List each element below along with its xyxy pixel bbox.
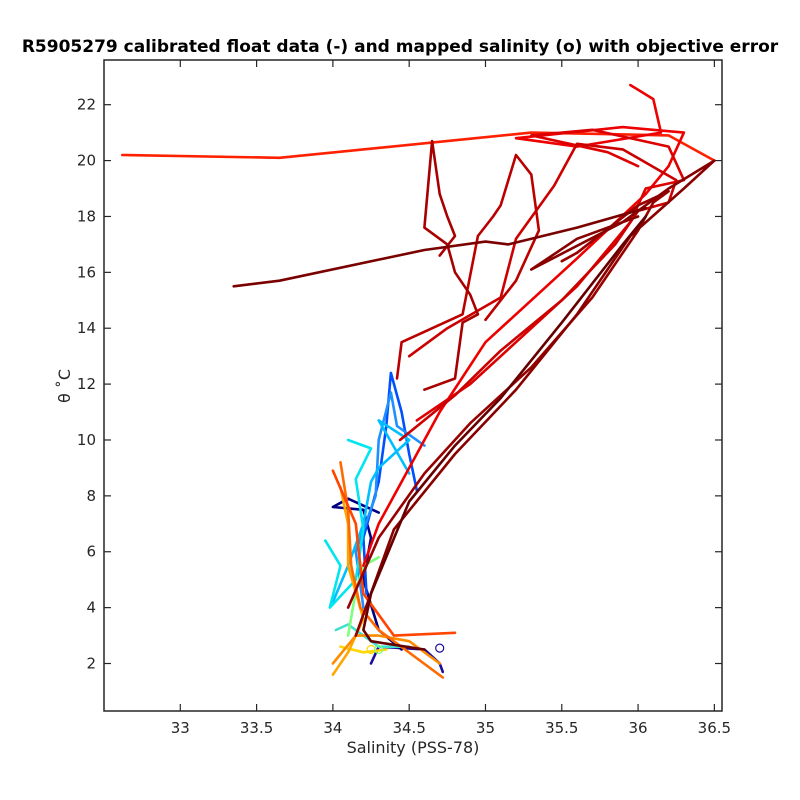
series-layer xyxy=(121,83,716,679)
y-tick-label: 4 xyxy=(86,599,96,617)
series-line-13 xyxy=(121,131,716,162)
y-tick-label: 18 xyxy=(77,207,96,225)
y-tick-label: 22 xyxy=(77,96,96,114)
series-line-21 xyxy=(232,206,648,288)
y-tick-label: 16 xyxy=(77,263,96,281)
x-tick-label: 33 xyxy=(171,719,190,737)
x-axis-label: Salinity (PSS-78) xyxy=(347,738,480,757)
y-axis-label: θ ˚C xyxy=(55,369,74,403)
x-tick-label: 34.5 xyxy=(392,719,425,737)
y-tick-label: 20 xyxy=(77,152,96,170)
series-line-20 xyxy=(354,159,716,637)
series-line-3 xyxy=(354,391,426,609)
series-line-22 xyxy=(362,215,648,651)
series-line-12 xyxy=(331,469,457,637)
series-line-18 xyxy=(423,139,480,392)
chart-title: R5905279 calibrated float data (-) and m… xyxy=(22,37,779,57)
y-tick-label: 14 xyxy=(77,319,96,337)
y-tick-label: 2 xyxy=(86,655,96,673)
ticks-layer: 33 33.5 34 34.5 35 35.5 36 36.5 2 4 6 8 10 12 14 16 18 20… xyxy=(77,60,731,737)
x-tick-label: 33.5 xyxy=(240,719,273,737)
x-tick-label: 35 xyxy=(476,719,495,737)
mapped-markers-layer xyxy=(366,643,445,655)
y-tick-label: 6 xyxy=(86,543,96,561)
plot-frame xyxy=(103,59,723,712)
x-tick-label: 34 xyxy=(323,719,342,737)
y-tick-label: 8 xyxy=(86,487,96,505)
x-tick-label: 36.5 xyxy=(698,719,731,737)
x-tick-label: 35.5 xyxy=(545,719,578,737)
series-line-14 xyxy=(362,83,686,568)
series-line-15 xyxy=(415,128,686,422)
mapped-salinity-marker-2 xyxy=(374,644,384,655)
y-tick-label: 10 xyxy=(77,431,96,449)
y-tick-label: 12 xyxy=(77,375,96,393)
series-line-16 xyxy=(398,142,678,442)
series-line-8 xyxy=(339,645,388,654)
mapped-salinity-marker-0 xyxy=(435,643,445,653)
series-line-17 xyxy=(395,153,541,380)
x-tick-label: 36 xyxy=(629,719,648,737)
